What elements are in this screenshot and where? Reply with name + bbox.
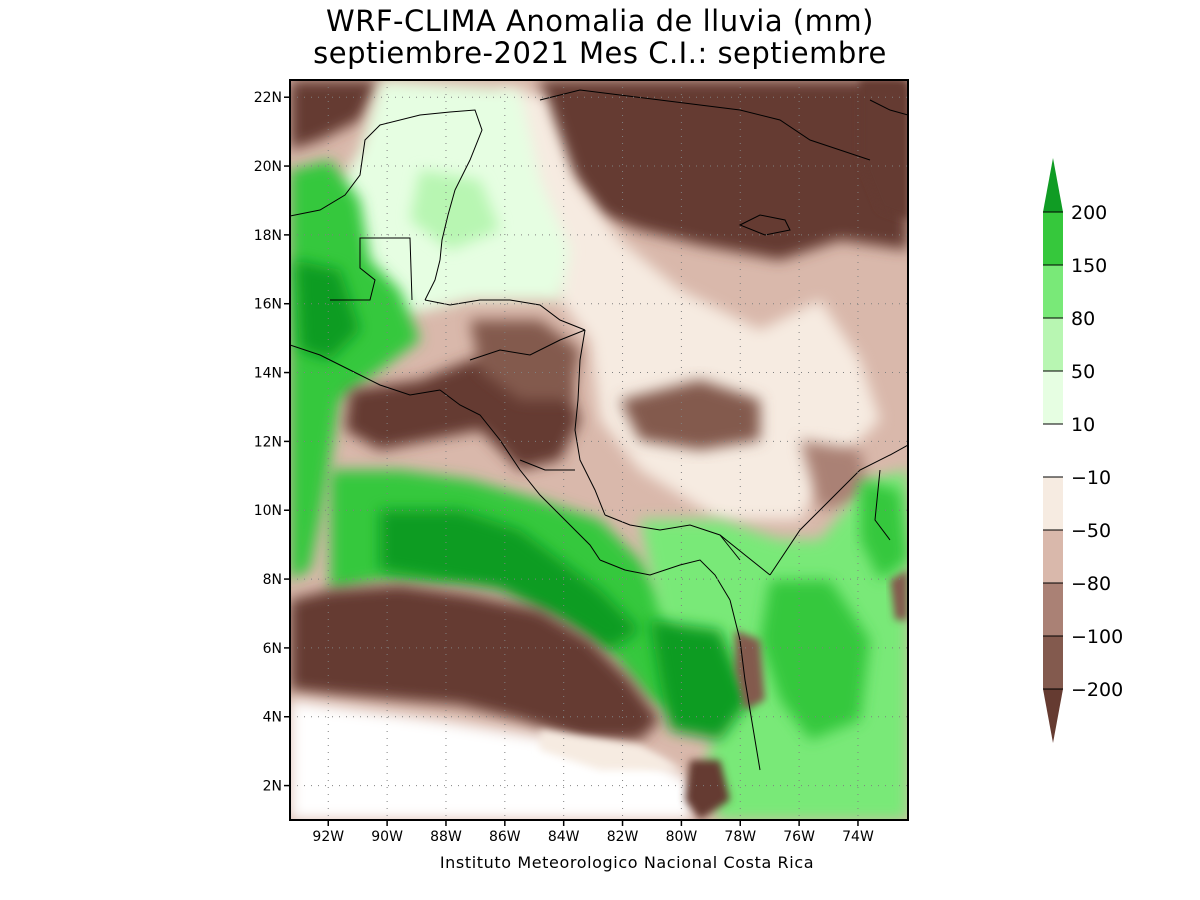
border-colombia-venezuela xyxy=(874,469,891,541)
coastline-hispaniola xyxy=(869,99,908,116)
dry-region-hispaniola xyxy=(860,80,908,220)
colorbar-label: −100 xyxy=(1071,626,1123,648)
coastline-honduras-north xyxy=(424,299,586,331)
neutral-band-caribbean xyxy=(500,90,880,520)
colorbar-bottom-arrow xyxy=(1043,689,1063,743)
wet-region-pacific-west xyxy=(290,160,420,580)
dry-patch-east-caribbean xyxy=(800,440,870,510)
lat-label-16N: 16N xyxy=(254,297,282,313)
border-guatemala xyxy=(330,237,413,301)
coastline-colombia-pacific xyxy=(729,599,761,771)
lat-label-6N: 6N xyxy=(263,641,282,657)
lat-label-4N: 4N xyxy=(263,710,282,726)
coastlines xyxy=(290,89,908,771)
lon-label-78W: 78W xyxy=(724,829,756,845)
colorbar-swatch xyxy=(1043,265,1063,318)
border-nicaragua-costa-rica xyxy=(519,459,575,471)
dry-region-caribbean-north xyxy=(540,80,908,260)
border-panama-colombia xyxy=(719,534,741,561)
coastline-mexico-gulf xyxy=(290,109,483,261)
dry-patch-east-border xyxy=(890,570,908,620)
lon-label-80W: 80W xyxy=(666,829,698,845)
coastline-pacific-mexico xyxy=(290,344,441,396)
lat-label-20N: 20N xyxy=(254,159,282,175)
colorbar-top-arrow xyxy=(1043,158,1063,212)
colorbar-swatch xyxy=(1043,530,1063,583)
dry-patch-ecuador-coast xyxy=(685,760,730,820)
colorbar-swatch xyxy=(1043,477,1063,530)
wet-core-colombia-interior xyxy=(760,580,870,740)
dry-patch-central-caribbean xyxy=(620,380,760,450)
coastline-pacific-central xyxy=(439,389,601,561)
wet-patch-yucatan xyxy=(410,170,500,250)
lat-label-2N: 2N xyxy=(263,779,282,795)
map-frame xyxy=(289,79,909,821)
map-title-line-2: septiembre-2021 Mes C.I.: septiembre xyxy=(313,36,887,70)
lat-label-8N: 8N xyxy=(263,572,282,588)
colorbar-label: −80 xyxy=(1071,573,1111,595)
lon-label-86W: 86W xyxy=(489,829,521,845)
map-title-line-1: WRF-CLIMA Anomalia de lluvia (mm) xyxy=(326,4,874,38)
colorbar-label: 200 xyxy=(1071,202,1107,224)
light-dry-south-margin xyxy=(540,730,680,770)
lon-label-76W: 76W xyxy=(783,829,815,845)
colorbar-label: −200 xyxy=(1071,679,1123,701)
colorbar-label: −10 xyxy=(1071,467,1111,489)
wet-core-pacific-central xyxy=(380,510,640,650)
coastline-nicaragua-east xyxy=(574,329,606,516)
anomaly-field xyxy=(290,80,908,820)
gridlines xyxy=(290,80,908,820)
coastline-jamaica xyxy=(738,214,791,236)
coastline-yucatan-east xyxy=(424,259,441,301)
border-honduras-nicaragua xyxy=(469,329,586,361)
colorbar-label: 150 xyxy=(1071,255,1107,277)
lon-label-82W: 82W xyxy=(607,829,639,845)
lon-label-92W: 92W xyxy=(312,829,344,845)
wet-core-guatemala-pacific xyxy=(295,260,360,360)
lat-label-22N: 22N xyxy=(254,90,282,106)
colorbar-label: 50 xyxy=(1071,361,1095,383)
colorbar-swatch xyxy=(1043,583,1063,636)
lon-label-84W: 84W xyxy=(548,829,580,845)
coastline-colombia-north xyxy=(769,444,908,576)
colorbar-swatch xyxy=(1043,636,1063,689)
lon-label-74W: 74W xyxy=(842,829,874,845)
institution-credit: Instituto Meteorologico Nacional Costa R… xyxy=(439,853,815,872)
wet-core-colombia-east xyxy=(860,480,908,580)
dry-region-honduras-interior xyxy=(470,320,580,400)
dry-region-gulf-northwest xyxy=(290,80,380,150)
lat-label-10N: 10N xyxy=(254,503,282,519)
coastline-panama-pacific xyxy=(599,559,731,601)
colorbar-label: −50 xyxy=(1071,520,1111,542)
lat-label-18N: 18N xyxy=(254,228,282,244)
colorbar-swatch xyxy=(1043,318,1063,371)
dry-region-equatorial-pacific xyxy=(290,585,660,740)
lat-label-12N: 12N xyxy=(254,434,282,450)
coastline-panama-north xyxy=(604,514,771,576)
coastline-cuba xyxy=(539,89,871,161)
dry-patch-andes xyxy=(735,630,765,710)
neutral-region-southwest xyxy=(290,700,700,820)
lon-label-88W: 88W xyxy=(430,829,462,845)
colorbar: 200 150 80 50 10 −10 −50 −80 −100 −200 xyxy=(1043,158,1123,743)
lat-label-14N: 14N xyxy=(254,366,282,382)
colorbar-label: 80 xyxy=(1071,308,1095,330)
longitude-axis: 92W 90W 88W 86W 84W 82W 80W 78W 76W 74W xyxy=(312,820,874,845)
colorbar-swatch xyxy=(1043,424,1063,477)
latitude-axis: 22N 20N 18N 16N 14N 12N 10N 8N 6N 4N 2N xyxy=(254,90,290,795)
colorbar-swatch xyxy=(1043,371,1063,424)
colorbar-swatch xyxy=(1043,212,1063,265)
wet-core-colombia-pacific xyxy=(650,620,750,740)
lon-label-90W: 90W xyxy=(371,829,403,845)
colorbar-label: 10 xyxy=(1071,414,1095,436)
